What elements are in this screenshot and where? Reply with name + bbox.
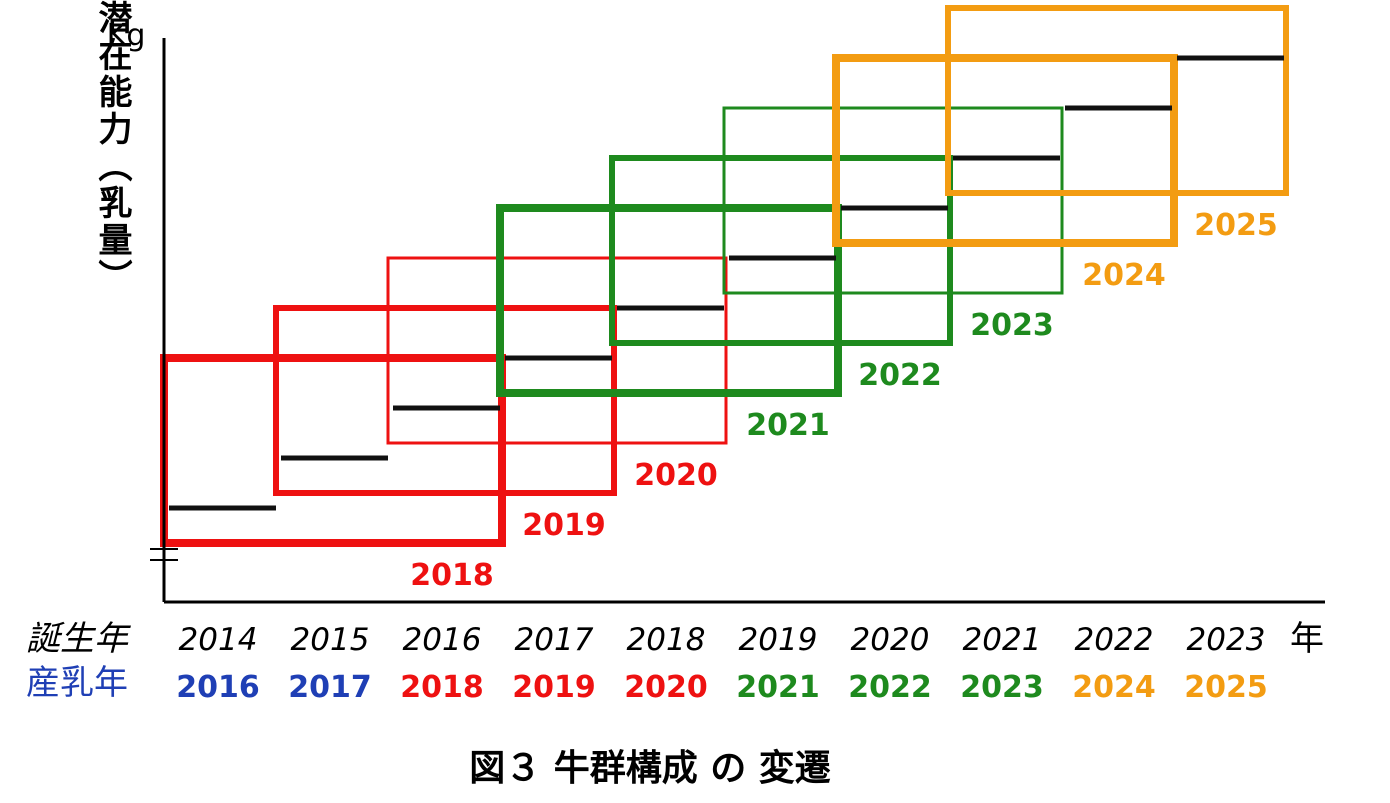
herd-group-label-2021: 2021 <box>746 408 830 443</box>
lactation-year-tick-2016: 2016 <box>176 670 260 705</box>
birth-year-tick-2023: 2023 <box>1187 622 1266 658</box>
lactation-year-ticks: 2016 2017 2018 2019 2020 2021 2022 2023 2024 2025 <box>176 670 1268 705</box>
herd-group-label-2020: 2020 <box>634 458 718 493</box>
herd-group-box-2020 <box>386 256 728 445</box>
birth-year-tick-2014: 2014 <box>179 622 258 658</box>
potential-level-bars <box>169 55 1284 511</box>
y-axis-unit: Kg <box>107 18 146 53</box>
birth-year-tick-2017: 2017 <box>515 622 594 658</box>
lactation-year-tick-2018: 2018 <box>400 670 484 705</box>
lactation-year-tick-2025: 2025 <box>1184 670 1268 705</box>
herd-group-boxes: 2018 2019 2020 2021 2022 2023 2024 2025 <box>160 5 1289 593</box>
birth-year-tick-2016: 2016 <box>403 622 482 658</box>
herd-group-box-2024 <box>832 54 1178 247</box>
lactation-year-tick-2019: 2019 <box>512 670 596 705</box>
herd-group-label-2025: 2025 <box>1194 208 1278 243</box>
lactation-year-row-label: 産乳年 <box>26 663 128 703</box>
herd-group-label-2023: 2023 <box>970 308 1054 343</box>
lactation-year-tick-2022: 2022 <box>848 670 932 705</box>
birth-year-tick-2019: 2019 <box>739 622 818 658</box>
lactation-year-tick-2023: 2023 <box>960 670 1044 705</box>
herd-group-label-2018: 2018 <box>410 558 494 593</box>
chart-title: 図３ 牛群構成 の 変遷 <box>469 747 831 789</box>
herd-group-box-2023 <box>722 106 1064 295</box>
herd-group-box-2025 <box>945 5 1289 196</box>
herd-group-box-2018 <box>160 354 506 547</box>
birth-year-tick-2018: 2018 <box>627 622 706 658</box>
herd-group-box-2019 <box>273 305 617 496</box>
birth-year-ticks: 2014 2015 2016 2017 2018 2019 2020 2021 2022 2023 <box>179 622 1266 658</box>
axis-break-icon <box>150 548 178 561</box>
lactation-year-tick-2020: 2020 <box>624 670 708 705</box>
birth-year-tick-2021: 2021 <box>963 622 1042 658</box>
birth-year-tick-2020: 2020 <box>851 622 930 658</box>
herd-group-label-2019: 2019 <box>522 508 606 543</box>
lactation-year-tick-2017: 2017 <box>288 670 372 705</box>
birth-year-row-label: 誕生年 <box>26 619 131 659</box>
herd-group-label-2022: 2022 <box>858 358 942 393</box>
birth-year-tick-2015: 2015 <box>291 622 370 658</box>
herd-group-box-2022 <box>609 155 953 346</box>
herd-group-label-2024: 2024 <box>1082 258 1166 293</box>
x-unit-label: 年 <box>1290 619 1324 659</box>
birth-year-tick-2022: 2022 <box>1075 622 1154 658</box>
lactation-year-tick-2021: 2021 <box>736 670 820 705</box>
y-axis-label: メス牛の潜在能力（乳量） <box>92 0 132 296</box>
herd-group-box-2021 <box>496 204 842 397</box>
lactation-year-tick-2024: 2024 <box>1072 670 1156 705</box>
